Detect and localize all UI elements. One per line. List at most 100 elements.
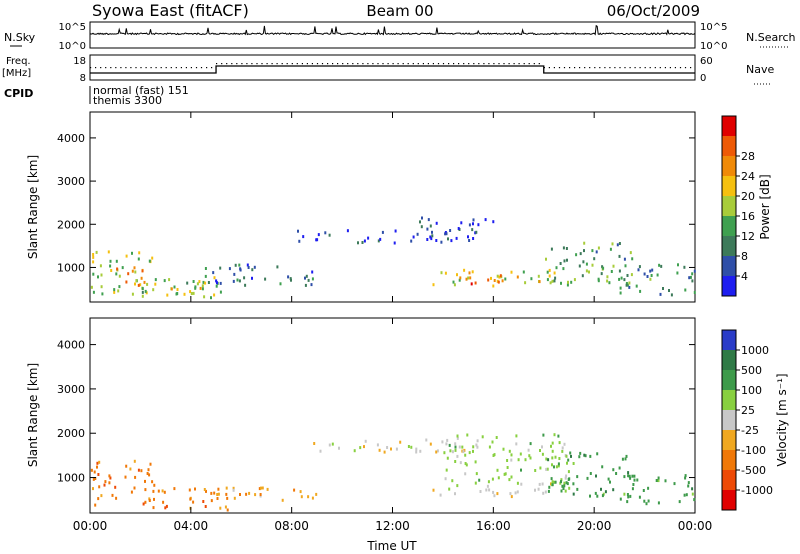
echo-cell <box>478 478 481 482</box>
echo-cell <box>519 452 522 456</box>
x-tick-label: 08:00 <box>274 519 309 533</box>
echo-cell <box>600 487 602 491</box>
echo-cell <box>466 433 469 437</box>
echo-cell <box>459 276 462 280</box>
echo-cell <box>492 220 495 224</box>
echo-cell <box>658 263 661 267</box>
echo-cell <box>629 476 632 480</box>
echo-cell <box>447 237 449 241</box>
echo-cell <box>121 266 124 270</box>
nave-dot <box>412 63 414 65</box>
nave-dot <box>372 63 374 65</box>
echo-cell <box>133 266 136 270</box>
power-echo-cells <box>90 216 696 300</box>
echo-cell <box>579 252 582 256</box>
echo-cell <box>254 493 257 497</box>
nave-dot <box>231 63 233 65</box>
echo-cell <box>491 477 494 481</box>
colorbar-band <box>722 330 736 351</box>
echo-cell <box>688 276 691 280</box>
echo-cell <box>151 256 154 260</box>
echo-cell <box>436 449 439 453</box>
nave-dot <box>332 63 334 65</box>
echo-cell <box>545 467 548 471</box>
echo-cell <box>138 251 141 255</box>
count-panel-frame <box>89 21 696 49</box>
echo-cell <box>103 483 106 487</box>
freq-label: Freq. <box>6 56 31 67</box>
echo-cell <box>636 478 639 482</box>
echo-cell <box>168 278 171 282</box>
nave-dot <box>397 63 399 65</box>
nave-dot <box>448 63 450 65</box>
echo-cell <box>659 292 662 296</box>
echo-cell <box>623 278 626 282</box>
nave-dot <box>281 63 283 65</box>
echo-cell <box>684 476 687 480</box>
echo-cell <box>109 259 112 263</box>
nave-dot <box>654 67 656 69</box>
echo-cell <box>495 436 498 439</box>
echo-cell <box>639 289 642 293</box>
echo-cell <box>124 475 127 479</box>
echo-cell <box>474 281 477 285</box>
colorbar-tick-label: 500 <box>741 364 762 377</box>
echo-cell <box>189 290 192 294</box>
echo-cell <box>596 452 599 456</box>
count-tick-right-bottom: 10^0 <box>700 41 727 52</box>
echo-cell <box>496 279 499 283</box>
echo-cell <box>429 235 432 239</box>
echo-cell <box>551 463 553 467</box>
echo-cell <box>239 268 242 272</box>
echo-cell <box>645 502 648 506</box>
echo-cell <box>452 280 455 284</box>
echo-cell <box>626 283 629 287</box>
echo-cell <box>260 486 262 490</box>
echo-cell <box>506 466 509 469</box>
nave-dot <box>110 67 112 69</box>
echo-cell <box>650 274 653 277</box>
nave-dot <box>528 63 530 65</box>
echo-cell <box>569 451 572 455</box>
echo-cell <box>691 272 694 276</box>
echo-cell <box>585 269 588 273</box>
echo-cell <box>600 272 603 276</box>
echo-cell <box>545 257 547 261</box>
nave-dot <box>679 67 682 69</box>
echo-cell <box>134 282 136 286</box>
echo-cell <box>553 465 555 469</box>
echo-cell <box>541 452 544 456</box>
echo-cell <box>492 284 495 288</box>
nave-dot <box>427 63 429 65</box>
echo-cell <box>581 274 584 278</box>
echo-cell <box>219 281 222 285</box>
echo-cell <box>216 493 219 496</box>
echo-cell <box>311 277 314 281</box>
echo-cell <box>97 497 100 501</box>
echo-cell <box>100 273 103 277</box>
echo-cell <box>582 260 585 264</box>
echo-cell <box>135 279 138 283</box>
echo-cell <box>140 276 143 280</box>
echo-cell <box>628 281 631 285</box>
echo-cell <box>515 442 518 446</box>
echo-cell <box>629 494 632 498</box>
echo-cell <box>152 506 155 510</box>
colorbar-frame <box>721 115 737 297</box>
nave-dot <box>639 67 641 69</box>
echo-cell <box>475 443 478 447</box>
echo-cell <box>97 275 99 279</box>
echo-cell <box>215 279 218 283</box>
echo-cell <box>589 472 592 475</box>
echo-cell <box>541 482 544 486</box>
echo-cell <box>144 500 147 504</box>
y-tick-label: 3000 <box>57 175 85 188</box>
echo-cell <box>130 490 133 494</box>
nsky-label: N.Sky <box>4 31 36 44</box>
echo-cell <box>92 255 95 259</box>
echo-cell <box>393 241 396 245</box>
echo-cell <box>266 487 269 491</box>
echo-cell <box>216 281 218 285</box>
echo-cell <box>643 272 646 276</box>
echo-cell <box>189 497 192 501</box>
